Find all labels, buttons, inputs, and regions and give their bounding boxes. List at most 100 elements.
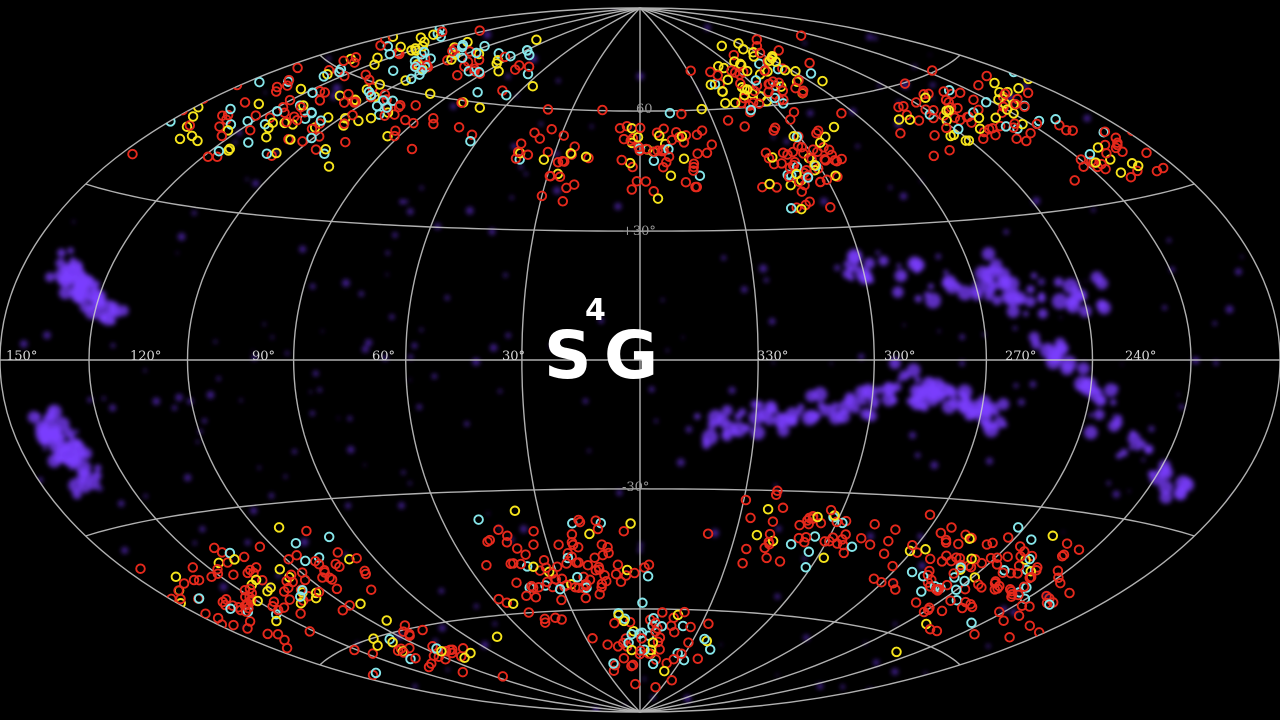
galaxy-marker	[933, 584, 944, 595]
galaxy-marker	[751, 34, 763, 45]
emission-blob	[404, 199, 409, 204]
galaxy-marker	[679, 606, 690, 618]
galaxy-marker	[428, 112, 439, 124]
emission-blob	[19, 340, 28, 348]
galaxy-marker	[953, 538, 964, 550]
galaxy-marker	[398, 626, 409, 637]
emission-blob	[385, 250, 390, 256]
galaxy-marker	[804, 196, 815, 207]
galaxy-marker	[283, 74, 295, 86]
galaxy-marker	[310, 144, 322, 155]
galaxy-marker	[811, 128, 822, 139]
galaxy-marker	[250, 562, 262, 573]
latitude-labels: 60 +30° -30°	[622, 102, 656, 495]
galaxy-marker	[907, 539, 918, 551]
galaxy-marker	[1004, 632, 1015, 643]
galaxy-marker	[769, 122, 781, 134]
emission-blob	[199, 526, 206, 533]
galaxy-marker	[820, 131, 831, 143]
emission-blob	[450, 103, 457, 110]
galaxy-marker	[379, 89, 391, 100]
galaxy-marker	[609, 660, 621, 671]
galaxy-marker	[1014, 541, 1026, 552]
galaxy-marker	[282, 80, 293, 91]
galaxy-marker	[261, 148, 273, 159]
galaxy-marker	[595, 517, 607, 529]
emission-blob	[389, 314, 395, 320]
galaxy-marker	[608, 658, 619, 669]
emission-blob	[73, 456, 76, 459]
galaxy-marker	[344, 600, 355, 611]
galaxy-marker	[823, 144, 835, 156]
galaxy-marker	[1151, 165, 1163, 177]
galaxy-marker	[228, 569, 239, 580]
galaxy-marker	[652, 193, 664, 204]
galaxy-marker	[410, 100, 421, 111]
galaxy-marker	[944, 144, 955, 156]
emission-blob	[802, 41, 807, 45]
emission-blob	[219, 583, 228, 591]
galaxy-marker	[597, 104, 608, 116]
emission-blob	[1088, 413, 1093, 418]
galaxy-marker	[558, 130, 570, 141]
galaxy-marker	[343, 88, 354, 100]
galaxy-marker	[453, 122, 465, 133]
galaxy-marker	[779, 65, 791, 76]
galaxy-marker	[685, 621, 696, 633]
emission-blob	[875, 386, 884, 395]
emission-blob	[408, 378, 412, 382]
galaxy-marker	[295, 591, 306, 602]
emission-blob	[50, 422, 58, 430]
galaxy-marker	[999, 88, 1011, 99]
emission-blob	[1225, 305, 1234, 314]
galaxy-marker	[648, 146, 660, 158]
galaxy-marker	[837, 517, 848, 529]
galaxy-marker	[267, 601, 278, 612]
emission-blob	[1026, 285, 1035, 294]
logo-letter: G	[604, 317, 658, 394]
galaxy-marker	[603, 547, 614, 559]
galaxy-marker	[899, 78, 911, 89]
emission-blob	[950, 391, 957, 398]
emission-blob	[1091, 207, 1096, 213]
galaxy-marker	[1025, 566, 1037, 577]
galaxy-marker	[692, 653, 704, 665]
emission-blob	[1112, 384, 1119, 391]
emission-blob	[920, 402, 929, 412]
emission-blob	[472, 357, 480, 366]
galaxy-marker	[360, 69, 372, 81]
galaxy-marker	[745, 512, 756, 524]
galaxy-marker	[508, 558, 519, 569]
emission-blob	[768, 318, 776, 325]
galaxy-marker	[924, 553, 936, 565]
emission-blob	[974, 265, 990, 281]
galaxy-marker	[688, 165, 699, 176]
galaxy-marker	[409, 61, 421, 72]
galaxy-marker	[630, 678, 641, 690]
emission-blob	[987, 264, 998, 275]
emission-blob	[1088, 386, 1103, 402]
logo-letter: S	[544, 317, 592, 394]
galaxy-marker	[527, 80, 539, 92]
galaxy-marker	[654, 130, 665, 142]
galaxy-marker	[290, 537, 302, 549]
galaxy-marker	[1008, 108, 1019, 119]
galaxy-marker	[699, 633, 710, 645]
emission-blob	[838, 417, 844, 423]
emission-blob	[245, 177, 249, 181]
galaxy-marker	[515, 558, 527, 570]
emission-blob	[629, 663, 632, 666]
emission-blob	[312, 370, 319, 377]
emission-blob	[143, 494, 148, 499]
galaxy-marker	[705, 79, 717, 90]
emission-blob	[434, 223, 441, 230]
galaxy-marker	[869, 518, 880, 530]
galaxy-marker	[773, 45, 784, 56]
emission-blob	[1040, 342, 1056, 359]
galaxy-marker	[187, 111, 199, 122]
galaxy-marker	[791, 202, 802, 213]
emission-blob	[68, 433, 75, 441]
emission-blob	[337, 417, 340, 420]
emission-blob	[1003, 229, 1009, 235]
emission-blob	[252, 180, 260, 187]
